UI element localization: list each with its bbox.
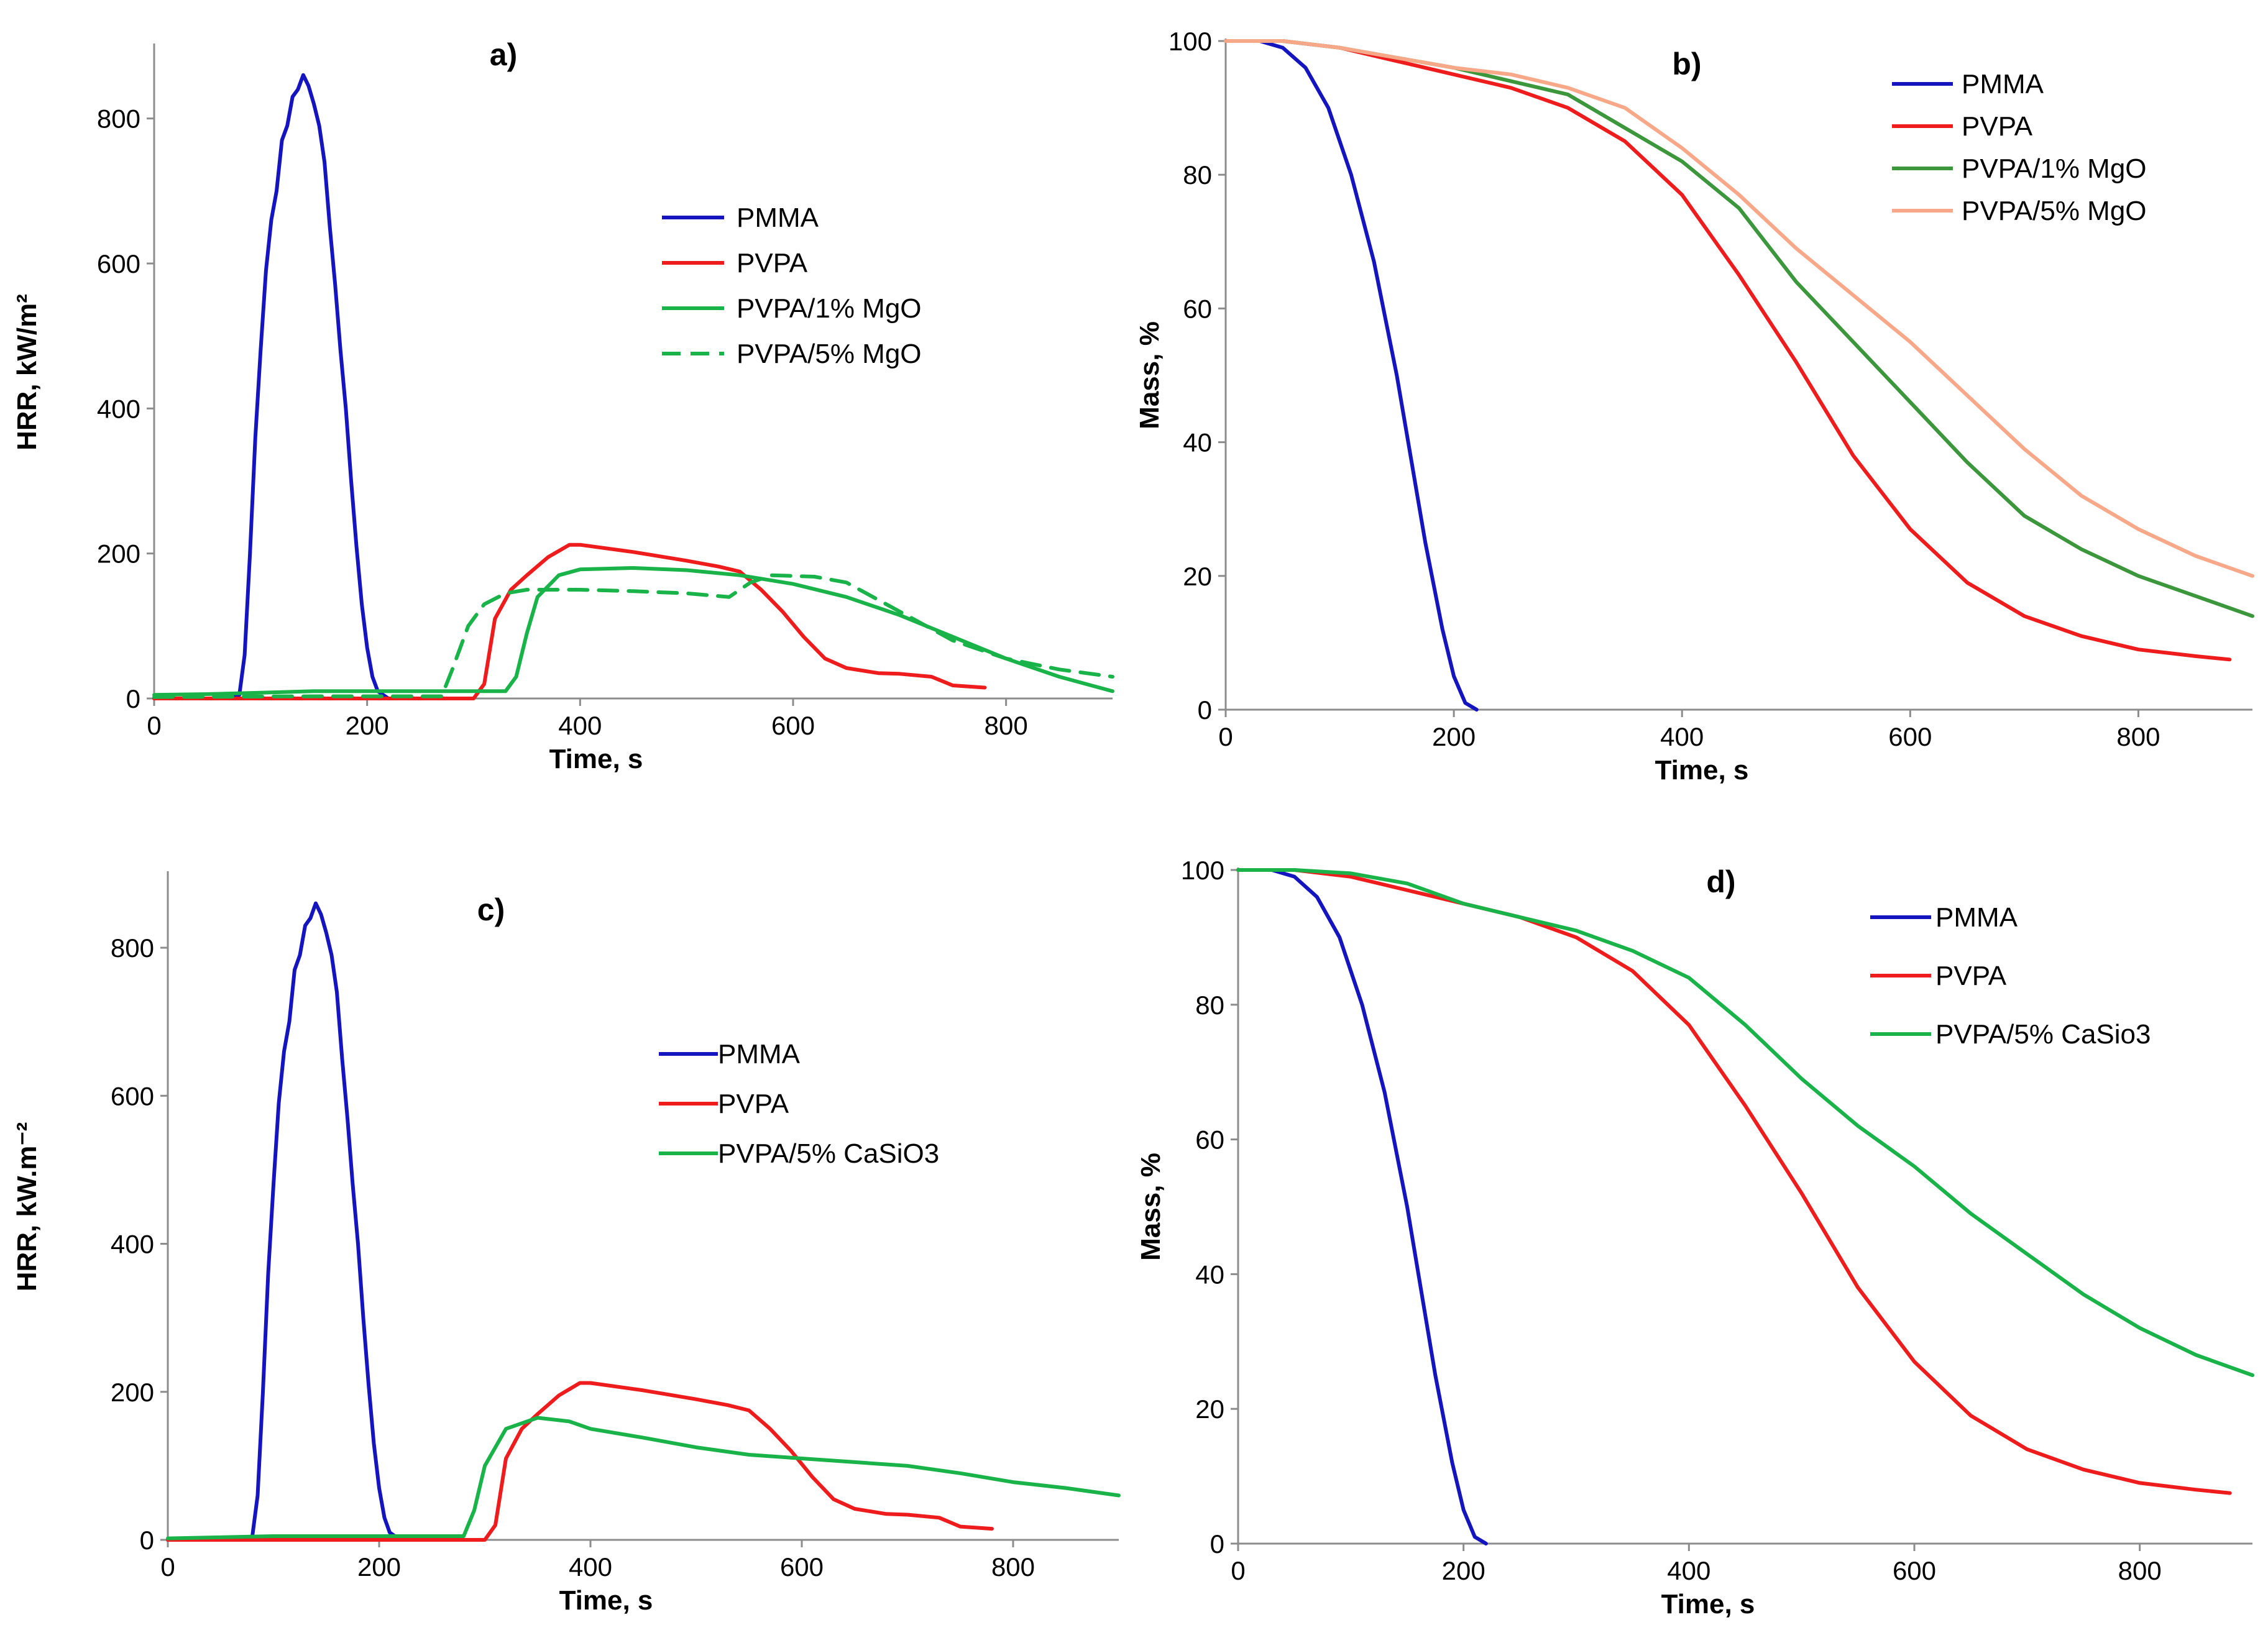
chart-panel-d: 0 200 400 600 800 0 20 40 60 80 100 Time, s Mass, % d… <box>1134 824 2268 1648</box>
x-axis-label: Time, s <box>1655 755 1749 785</box>
panel-title: a) <box>490 37 517 72</box>
x-axis-label: Time, s <box>549 744 643 774</box>
panel-title: b) <box>1672 47 1701 81</box>
legend-label: PMMA <box>737 203 819 233</box>
x-tick-label: 0 <box>147 711 161 740</box>
y-tick-label: 60 <box>1183 294 1212 323</box>
y-tick-label: 40 <box>1183 428 1212 457</box>
series-line-pvpa-5-casio3 <box>1236 868 2254 1377</box>
legend-label: PVPA/5% CaSio3 <box>1935 1019 2151 1050</box>
y-axis-label: Mass, % <box>1134 321 1165 429</box>
series-line-pmma <box>1224 39 1479 712</box>
y-tick-label: 800 <box>111 933 154 963</box>
x-tick-label: 0 <box>160 1552 175 1582</box>
series-line-pvpa-1-mgo <box>152 566 1114 697</box>
legend-label: PVPA/5% CaSiO3 <box>718 1138 939 1169</box>
x-tick-label: 400 <box>1667 1556 1710 1585</box>
series-line-pvpa <box>1224 39 2232 662</box>
x-tick-label: 600 <box>771 711 815 740</box>
legend-label: PVPA/5% MgO <box>1962 196 2147 226</box>
x-tick-label: 200 <box>1432 722 1476 751</box>
y-tick-label: 600 <box>97 249 140 278</box>
legend-label: PVPA <box>737 248 808 278</box>
y-tick-label: 0 <box>126 684 140 713</box>
x-tick-label: 600 <box>1893 1556 1936 1585</box>
series-line-pvpa <box>1236 868 2232 1495</box>
y-tick-label: 20 <box>1195 1394 1224 1424</box>
x-tick-label: 800 <box>985 711 1028 740</box>
chart-panel-b: 0 200 400 600 800 0 20 40 60 80 100 Time, s Mass, % b… <box>1134 0 2268 824</box>
legend-label: PMMA <box>718 1039 801 1069</box>
series-line-pvpa <box>166 1381 994 1542</box>
x-tick-label: 200 <box>357 1552 401 1582</box>
x-axis-label: Time, s <box>559 1585 653 1616</box>
y-tick-label: 0 <box>140 1526 154 1555</box>
legend-label: PVPA/1% MgO <box>1962 153 2147 184</box>
x-tick-label: 800 <box>991 1552 1035 1582</box>
y-tick-label: 0 <box>1198 695 1212 725</box>
x-tick-label: 200 <box>346 711 389 740</box>
y-tick-label: 600 <box>111 1081 154 1110</box>
x-tick-label: 800 <box>2116 722 2160 751</box>
series-line-pvpa-5-mgo <box>1224 39 2254 578</box>
x-tick-label: 400 <box>558 711 602 740</box>
y-tick-label: 800 <box>97 104 140 134</box>
y-tick-label: 200 <box>97 539 140 569</box>
x-tick-label: 0 <box>1231 1556 1245 1585</box>
series-line-pvpa <box>152 542 987 700</box>
x-tick-label: 0 <box>1218 722 1233 751</box>
chart-svg-c: 0 200 400 600 800 0 200 400 600 800 Time, s HRR, kW… <box>12 871 1121 1616</box>
panel-title: d) <box>1706 864 1735 899</box>
y-tick-label: 400 <box>111 1230 154 1259</box>
legend-label: PVPA <box>1935 961 2007 991</box>
y-tick-label: 100 <box>1181 856 1224 885</box>
x-tick-label: 200 <box>1442 1556 1485 1585</box>
y-axis-label: Mass, % <box>1136 1153 1166 1261</box>
chart-panel-a: 0 200 400 600 800 0 200 400 600 800 Time, s HRR, kW… <box>0 0 1134 824</box>
series-line-pvpa-1-mgo <box>1224 39 2254 618</box>
chart-svg-a: 0 200 400 600 800 0 200 400 600 800 Time, s HRR, kW… <box>12 37 1114 774</box>
chart-svg-d: 0 200 400 600 800 0 20 40 60 80 100 Time, s Mass, % d… <box>1136 856 2254 1619</box>
legend-label: PVPA/5% MgO <box>737 339 922 369</box>
y-tick-label: 0 <box>1210 1529 1224 1559</box>
series-line-pmma <box>166 901 402 1542</box>
legend-label: PMMA <box>1962 69 2044 99</box>
y-tick-label: 40 <box>1195 1260 1224 1289</box>
x-tick-label: 800 <box>2118 1556 2162 1585</box>
x-tick-label: 600 <box>1888 722 1932 751</box>
x-tick-label: 400 <box>569 1552 612 1582</box>
y-axis-label: HRR, kW.m⁻² <box>12 1122 42 1292</box>
panel-title: c) <box>477 892 505 927</box>
y-tick-label: 20 <box>1183 562 1212 591</box>
chart-panel-c: 0 200 400 600 800 0 200 400 600 800 Time, s HRR, kW… <box>0 824 1134 1648</box>
series-line-pvpa-5-mgo <box>152 573 1114 699</box>
y-tick-label: 80 <box>1183 160 1212 190</box>
y-tick-label: 400 <box>97 394 140 423</box>
y-axis-label: HRR, kW/m² <box>12 294 42 451</box>
x-axis-label: Time, s <box>1661 1589 1755 1619</box>
y-tick-label: 200 <box>111 1378 154 1407</box>
x-tick-label: 600 <box>780 1552 824 1582</box>
legend-label: PVPA/1% MgO <box>737 293 922 324</box>
series-line-pmma <box>1236 868 1488 1545</box>
x-tick-label: 400 <box>1660 722 1704 751</box>
legend-label: PVPA <box>718 1089 789 1119</box>
chart-svg-b: 0 200 400 600 800 0 20 40 60 80 100 Time, s Mass, % b… <box>1134 27 2254 785</box>
legend-label: PVPA <box>1962 111 2033 142</box>
series-line-pvpa-5-casio3 <box>166 1416 1121 1540</box>
y-tick-label: 80 <box>1195 991 1224 1020</box>
y-tick-label: 60 <box>1195 1125 1224 1155</box>
series-line-pmma <box>152 73 390 700</box>
y-tick-label: 100 <box>1168 27 1212 56</box>
legend-label: PMMA <box>1935 902 2018 933</box>
